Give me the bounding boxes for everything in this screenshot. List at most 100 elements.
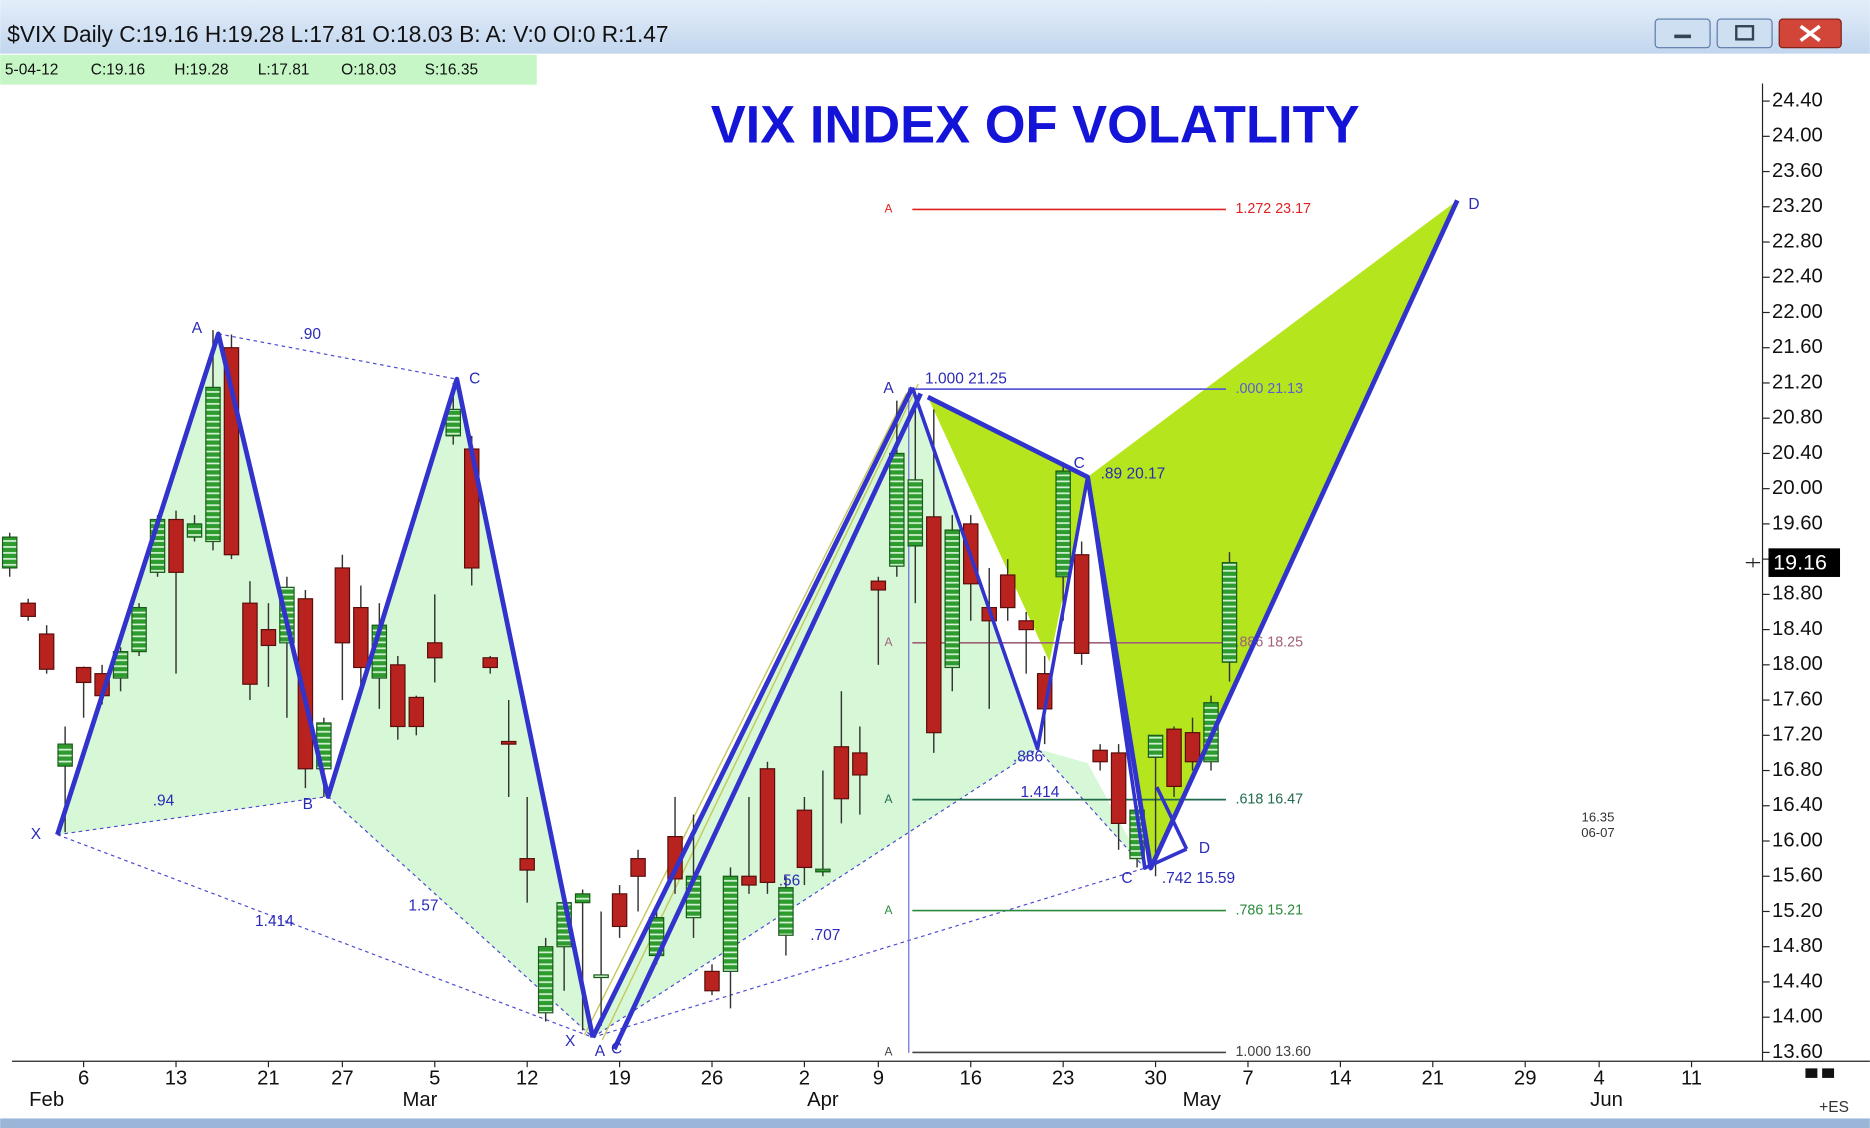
candle-body — [815, 868, 831, 873]
y-tick-label: 22.00 — [1772, 301, 1823, 323]
candle-body — [1166, 728, 1182, 787]
y-tick-label: 15.20 — [1772, 900, 1823, 922]
pattern-leg — [910, 386, 1189, 870]
x-tick-label: 2 — [799, 1067, 810, 1089]
candle-body — [1110, 752, 1127, 824]
annotation: 1.414 — [255, 913, 294, 930]
month-label: May — [1183, 1089, 1222, 1111]
annotation: 1.000 21.25 — [925, 370, 1007, 387]
candle-body — [611, 893, 628, 928]
y-tick-label: 17.20 — [1772, 724, 1823, 746]
minimize-button[interactable] — [1654, 18, 1711, 49]
fib-levels: 1.272 23.17 A .000 21.13 .886 18.25 A .618 16… — [885, 201, 1312, 1060]
pattern-leg — [590, 386, 923, 1051]
chart-title: VIX INDEX OF VOLATLITY — [711, 97, 1360, 155]
annotation: A — [595, 1043, 606, 1060]
annotation: C — [469, 370, 480, 387]
fib-tag: A — [885, 903, 893, 917]
scroll-marker — [1822, 1068, 1835, 1078]
annotation: X — [565, 1033, 576, 1050]
y-tick-label: 14.80 — [1772, 935, 1823, 957]
y-tick-label: 19.60 — [1772, 512, 1823, 534]
scroll-marker — [1805, 1068, 1818, 1078]
annotation: +ES — [1819, 1099, 1849, 1116]
annotation: B — [303, 796, 313, 813]
y-tick-label: 21.60 — [1772, 336, 1823, 358]
pattern-fill — [1087, 200, 1458, 869]
pattern-legs — [55, 199, 1460, 1051]
y-tick-label: 14.00 — [1772, 1006, 1823, 1028]
info-item: 5-04-12 — [5, 61, 58, 78]
candle-body — [852, 752, 868, 776]
candle-body — [722, 875, 739, 972]
y-tick-label: 17.60 — [1772, 688, 1823, 710]
fib-tag: A — [885, 792, 893, 806]
y-tick-label: 15.60 — [1772, 865, 1823, 887]
annotation: .56 — [779, 872, 801, 889]
pattern-ratio-lines — [57, 333, 1146, 1038]
last-price-arrow — [1745, 557, 1761, 568]
info-item: S:16.35 — [425, 61, 478, 78]
fib-label: .000 21.13 — [1235, 381, 1303, 397]
annotation: X — [31, 826, 42, 843]
y-tick-label: 23.20 — [1772, 195, 1823, 217]
annotation: 06-07 — [1581, 825, 1615, 840]
candle-body — [926, 516, 942, 734]
candle-body — [408, 696, 425, 728]
pattern-fill — [927, 397, 1088, 662]
fib-tag: A — [885, 1045, 893, 1059]
month-label: Jun — [1590, 1089, 1623, 1111]
candle-body — [741, 875, 757, 886]
info-item: O:18.03 — [341, 61, 396, 78]
info-item: L:17.81 — [258, 61, 310, 78]
candle-body — [1092, 749, 1108, 763]
x-tick-label: 9 — [873, 1067, 884, 1089]
y-tick-label: 22.40 — [1772, 266, 1823, 288]
x-tick-label: 21 — [257, 1067, 280, 1089]
candle-body — [260, 629, 277, 647]
window-buttons — [1654, 18, 1842, 49]
x-tick-label: 21 — [1422, 1067, 1445, 1089]
annotation: D — [1468, 196, 1479, 213]
y-tick-label: 18.00 — [1772, 653, 1823, 675]
candle-body — [75, 666, 92, 684]
x-tick-label: 19 — [608, 1067, 631, 1089]
candle-body — [242, 602, 258, 685]
fib-tag: A — [885, 635, 893, 649]
last-price-label: 19.16 — [1773, 551, 1827, 575]
minimize-icon — [1674, 34, 1691, 39]
candle-body — [1, 536, 18, 569]
pattern-leg — [55, 331, 596, 1038]
fib-label: .618 16.47 — [1235, 791, 1303, 807]
candle-body — [630, 858, 646, 877]
candle-body — [168, 518, 184, 573]
y-tick-label: 13.60 — [1772, 1041, 1823, 1063]
annotation: C — [1121, 870, 1132, 887]
x-tick-label: 13 — [165, 1067, 188, 1089]
candle-body — [131, 606, 147, 653]
candle-body — [390, 664, 406, 728]
y-tick-label: 20.00 — [1772, 477, 1823, 499]
x-tick-label: 23 — [1052, 1067, 1075, 1089]
candle-body — [1221, 562, 1238, 663]
info-item: C:19.16 — [91, 61, 145, 78]
y-tick-label: 16.00 — [1772, 829, 1823, 851]
month-label: Feb — [29, 1089, 64, 1111]
month-label: Apr — [807, 1089, 839, 1111]
maximize-button[interactable] — [1716, 18, 1773, 49]
title-bar — [0, 0, 1870, 54]
annotation: .707 — [810, 927, 840, 944]
axes: 13.60 14.00 14.40 14.80 15.20 15.60 16.00 16.40… — [12, 83, 1870, 1111]
x-tick-label: 27 — [331, 1067, 354, 1089]
x-tick-label: 29 — [1514, 1067, 1537, 1089]
candle-body — [519, 858, 535, 871]
candle-body — [574, 893, 591, 904]
window-frame — [0, 1118, 1870, 1128]
month-label: Mar — [403, 1089, 438, 1111]
x-tick-label: 11 — [1681, 1067, 1702, 1089]
fib-tag: A — [885, 202, 893, 216]
candle-body — [482, 657, 498, 669]
annotation: C — [611, 1040, 622, 1057]
candle-body — [1018, 620, 1034, 631]
